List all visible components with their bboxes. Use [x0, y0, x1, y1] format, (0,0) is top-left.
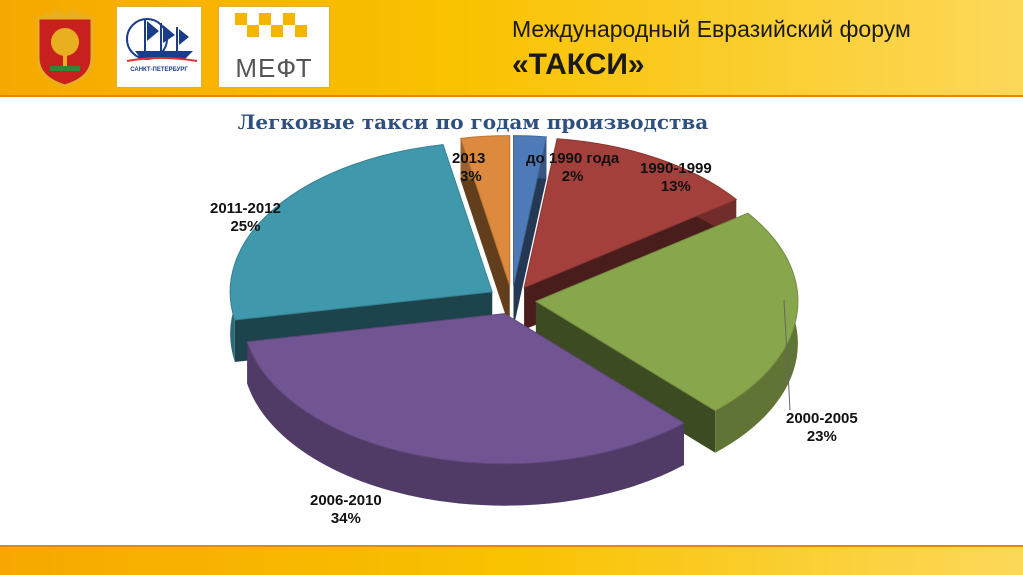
- pie-slice-3-rim: [247, 341, 684, 506]
- coat-of-arms-logo: [30, 6, 100, 88]
- label-slice-4-name: 2011-2012: [210, 200, 281, 217]
- label-slice-3-name: 2006-2010: [310, 492, 382, 509]
- chart-title: Легковые такси по годам производства: [237, 110, 709, 134]
- label-slice-5: 2013 3%: [452, 150, 485, 186]
- pie-slice-3-top: [246, 313, 685, 465]
- pie-slice-0-top: [513, 135, 547, 286]
- label-slice-3: 2006-2010 34%: [310, 492, 382, 528]
- label-slice-3-value: 34%: [330, 510, 361, 527]
- header-bar: САНКТ-ПЕТЕРБУРГ МЕФТ Международный Евраз…: [0, 0, 1023, 97]
- pie-slice-5: [459, 135, 511, 328]
- pie-slice-5-top: [459, 135, 511, 286]
- pie-slice-1-top: [523, 138, 738, 289]
- pie-slice-2-top: [534, 212, 799, 412]
- label-slice-1: 1990-1999 13%: [640, 160, 712, 196]
- label-slice-5-name: 2013: [452, 150, 486, 167]
- meft-logo: МЕФТ: [218, 6, 330, 88]
- pie-slice-5-wall-0: [460, 138, 510, 328]
- spb-caption: САНКТ-ПЕТЕРБУРГ: [130, 67, 188, 73]
- label-slice-4-value: 25%: [230, 218, 261, 235]
- pie-slice-0-wall-1: [513, 136, 547, 328]
- label-slice-0: до 1990 года 2%: [526, 150, 619, 186]
- forum-title: Международный Евразийский форум: [512, 16, 911, 42]
- label-slice-1-name: 1990-1999: [640, 160, 712, 177]
- label-slice-2-name: 2000-2005: [786, 410, 858, 427]
- meft-logo-text: МЕФТ: [235, 53, 313, 83]
- label-slice-0-value: 2%: [561, 168, 584, 185]
- label-slice-4: 2011-2012 25%: [210, 200, 281, 236]
- footer-bar: [0, 545, 1023, 575]
- label-slice-1-value: 13%: [660, 178, 691, 195]
- label-slice-0-name: до 1990 года: [526, 150, 620, 167]
- label-slice-5-value: 3%: [460, 168, 482, 185]
- forum-subtitle: «ТАКСИ»: [512, 48, 645, 81]
- pie-slice-3: [246, 313, 685, 506]
- pie-slice-4-top: [229, 144, 493, 321]
- spb-logo: САНКТ-ПЕТЕРБУРГ: [116, 6, 202, 88]
- label-slice-2-value: 23%: [806, 428, 837, 445]
- label-slice-2: 2000-2005 23%: [786, 410, 858, 446]
- pie-slice-0: [513, 135, 547, 328]
- leader-line-slice-2: [783, 299, 791, 411]
